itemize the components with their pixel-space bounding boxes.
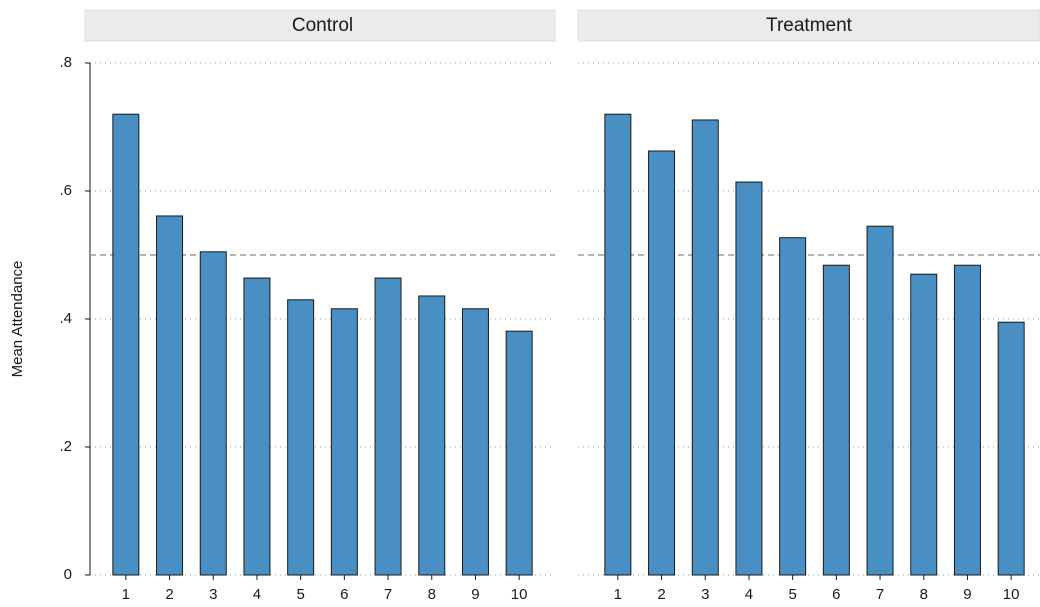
y-tick-label: .6 (59, 182, 72, 199)
y-tick-label: .8 (59, 54, 72, 71)
panel-title: Control (292, 15, 353, 36)
x-tick-label: 10 (1003, 586, 1020, 603)
x-tick-label: 3 (209, 586, 217, 603)
bar (910, 273, 938, 576)
x-tick-label: 1 (122, 586, 130, 603)
x-tick-label: 6 (340, 586, 348, 603)
bar (505, 330, 533, 576)
bar (779, 237, 807, 576)
y-tick-label: .2 (59, 438, 72, 455)
x-tick-label: 10 (511, 586, 528, 603)
x-tick-label: 2 (657, 586, 665, 603)
x-tick-label: 4 (745, 586, 753, 603)
x-tick-label: 8 (920, 586, 928, 603)
x-tick-label: 9 (963, 586, 971, 603)
bar (199, 251, 227, 576)
bar (112, 113, 140, 576)
x-tick-label: 9 (471, 586, 479, 603)
bar (418, 295, 446, 576)
bar (953, 264, 981, 576)
y-axis-label: Mean Attendance (9, 261, 26, 378)
x-tick-label: 3 (701, 586, 709, 603)
x-tick-label: 4 (253, 586, 261, 603)
bar (691, 119, 719, 576)
bar (243, 277, 271, 576)
panel-header (84, 9, 556, 42)
x-tick-label: 1 (614, 586, 622, 603)
y-tick-label: .4 (59, 310, 72, 327)
x-tick-label: 2 (165, 586, 173, 603)
x-tick-label: 7 (384, 586, 392, 603)
bar (330, 308, 358, 576)
panel-header (577, 9, 1040, 42)
bar (866, 225, 894, 576)
bar (604, 113, 632, 576)
y-tick-label: 0 (64, 566, 72, 583)
bar (374, 277, 402, 576)
bar (822, 264, 850, 576)
x-tick-label: 5 (296, 586, 304, 603)
bar (648, 150, 676, 576)
panel-title: Treatment (766, 15, 853, 36)
bar (287, 299, 315, 576)
bar (735, 181, 763, 576)
bar (156, 215, 184, 576)
bar (997, 321, 1025, 576)
x-tick-label: 7 (876, 586, 884, 603)
x-tick-label: 6 (832, 586, 840, 603)
x-tick-label: 5 (788, 586, 796, 603)
x-tick-label: 8 (428, 586, 436, 603)
bar (461, 308, 489, 576)
